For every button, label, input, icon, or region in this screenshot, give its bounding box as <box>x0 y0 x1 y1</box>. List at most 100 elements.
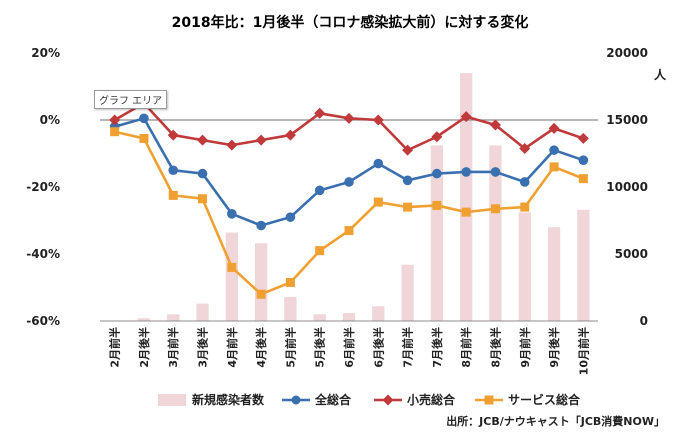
point-サービス総合-8月後半 <box>490 204 500 214</box>
point-小売総合-5月前半 <box>284 129 296 141</box>
series-line-全総合 <box>114 117 584 227</box>
bar-5月前半 <box>284 296 297 321</box>
point-全総合-7月前半 <box>402 175 413 186</box>
bar-6月前半 <box>342 312 356 321</box>
point-全総合-3月前半 <box>168 165 179 176</box>
x-tick-label: 10月前半 <box>576 327 590 375</box>
x-tick-label: 4月後半 <box>254 327 268 368</box>
y-left-tick: 0% <box>40 113 60 127</box>
point-全総合-6月後半 <box>373 158 384 169</box>
y-left-tick: 20% <box>31 46 60 60</box>
point-全総合-2月後半 <box>139 113 149 124</box>
x-tick-label: 6月後半 <box>371 327 385 368</box>
point-サービス総合-9月前半 <box>520 202 530 212</box>
bar-8月前半 <box>460 73 473 321</box>
x-tick-label: 8月前半 <box>459 327 473 368</box>
x-tick-label: 2月後半 <box>137 327 151 368</box>
bar-7月前半 <box>401 264 414 321</box>
bar-4月後半 <box>254 243 268 321</box>
point-全総合-9月前半 <box>519 177 530 187</box>
series-line-小売総合 <box>114 101 584 152</box>
bar-9月後半 <box>547 227 561 321</box>
lines-group <box>109 97 589 299</box>
y-right-unit: 人 <box>654 67 667 82</box>
point-全総合-6月前半 <box>344 177 354 187</box>
point-小売総合-4月後半 <box>255 134 267 146</box>
point-サービス総合-10月前半 <box>578 174 588 184</box>
legend-label-全総合: 全総合 <box>314 392 352 407</box>
x-tick-label: 7月後半 <box>430 327 444 368</box>
point-小売総合-3月前半 <box>167 129 179 141</box>
legend-marker-全総合 <box>291 395 301 405</box>
bar-6月後半 <box>372 306 385 321</box>
legend-marker-サービス総合 <box>484 395 494 405</box>
point-全総合-4月前半 <box>227 209 237 219</box>
point-サービス総合-4月後半 <box>256 289 266 299</box>
point-サービス総合-3月前半 <box>168 190 178 200</box>
point-サービス総合-6月後半 <box>373 197 383 207</box>
y-left-tick: -60% <box>26 314 60 328</box>
series-line-サービス総合 <box>114 130 584 296</box>
x-tick-label: 6月前半 <box>342 327 356 368</box>
x-tick-label: 3月前半 <box>166 327 180 368</box>
bar-3月前半 <box>167 314 180 321</box>
x-tick-label: 4月前半 <box>225 327 239 368</box>
point-全総合-8月前半 <box>461 167 471 177</box>
chart-title: 2018年比：1月後半（コロナ感染拡大前）に対する変化 <box>172 14 529 31</box>
y-right-tick: 15000 <box>606 113 648 127</box>
point-小売総合-9月前半 <box>519 142 531 154</box>
point-サービス総合-7月後半 <box>432 200 442 210</box>
point-全総合-5月後半 <box>314 185 325 196</box>
point-全総合-3月後半 <box>197 168 208 179</box>
point-全総合-9月後半 <box>549 145 559 155</box>
point-小売総合-4月前半 <box>226 139 238 151</box>
point-サービス総合-3月後半 <box>198 194 208 204</box>
point-サービス総合-5月後半 <box>315 246 325 256</box>
x-tick-label: 7月前半 <box>401 327 415 368</box>
point-全総合-8月後半 <box>490 167 501 177</box>
y-right-tick: 5000 <box>615 247 648 261</box>
point-小売総合-9月後半 <box>548 122 560 134</box>
x-tick-label: 5月前半 <box>283 327 297 368</box>
bars-group <box>137 73 590 321</box>
point-サービス総合-8月前半 <box>461 207 471 217</box>
bar-3月後半 <box>196 303 209 321</box>
y-right-tick: 0 <box>640 314 648 328</box>
legend-swatch-bars <box>158 394 186 406</box>
point-全総合-10月前半 <box>578 155 589 165</box>
point-小売総合-2月前半 <box>109 114 121 126</box>
y-left-tick: -20% <box>26 180 60 194</box>
point-サービス総合-5月前半 <box>285 277 295 287</box>
bar-4月前半 <box>225 232 238 321</box>
y-right-tick: 10000 <box>606 180 648 194</box>
legend-label-小売総合: 小売総合 <box>407 392 456 407</box>
point-全総合-4月後半 <box>256 220 266 231</box>
point-サービス総合-6月前半 <box>344 226 354 236</box>
x-tick-label: 3月後半 <box>196 327 210 368</box>
x-tick-label: 9月前半 <box>518 327 532 368</box>
bar-2月後半 <box>137 318 151 321</box>
bar-5月後半 <box>313 314 326 321</box>
point-小売総合-7月後半 <box>431 131 443 143</box>
point-小売総合-5月後半 <box>314 107 326 119</box>
point-全総合-5月前半 <box>285 212 296 222</box>
point-サービス総合-9月後半 <box>549 162 559 172</box>
x-tick-label: 2月前半 <box>108 327 122 368</box>
chart-area-tooltip: グラフ エリア <box>94 90 168 109</box>
y-right-tick: 20000 <box>606 46 648 60</box>
legend-marker-小売総合 <box>382 394 394 406</box>
x-tick-label: 8月後半 <box>488 327 502 368</box>
point-サービス総合-4月前半 <box>227 262 237 272</box>
source-note: 出所：JCB/ナウキャスト「JCB消費NOW」 <box>446 414 665 428</box>
point-全総合-7月後半 <box>432 168 442 179</box>
bar-8月後半 <box>489 145 502 321</box>
point-サービス総合-2月前半 <box>110 127 120 137</box>
bar-10月前半 <box>577 209 590 321</box>
x-tick-label: 5月後半 <box>313 327 327 368</box>
point-小売総合-6月前半 <box>343 112 355 124</box>
point-小売総合-8月後半 <box>489 119 501 131</box>
y-left-tick: -40% <box>26 247 60 261</box>
point-小売総合-3月後半 <box>197 134 209 146</box>
